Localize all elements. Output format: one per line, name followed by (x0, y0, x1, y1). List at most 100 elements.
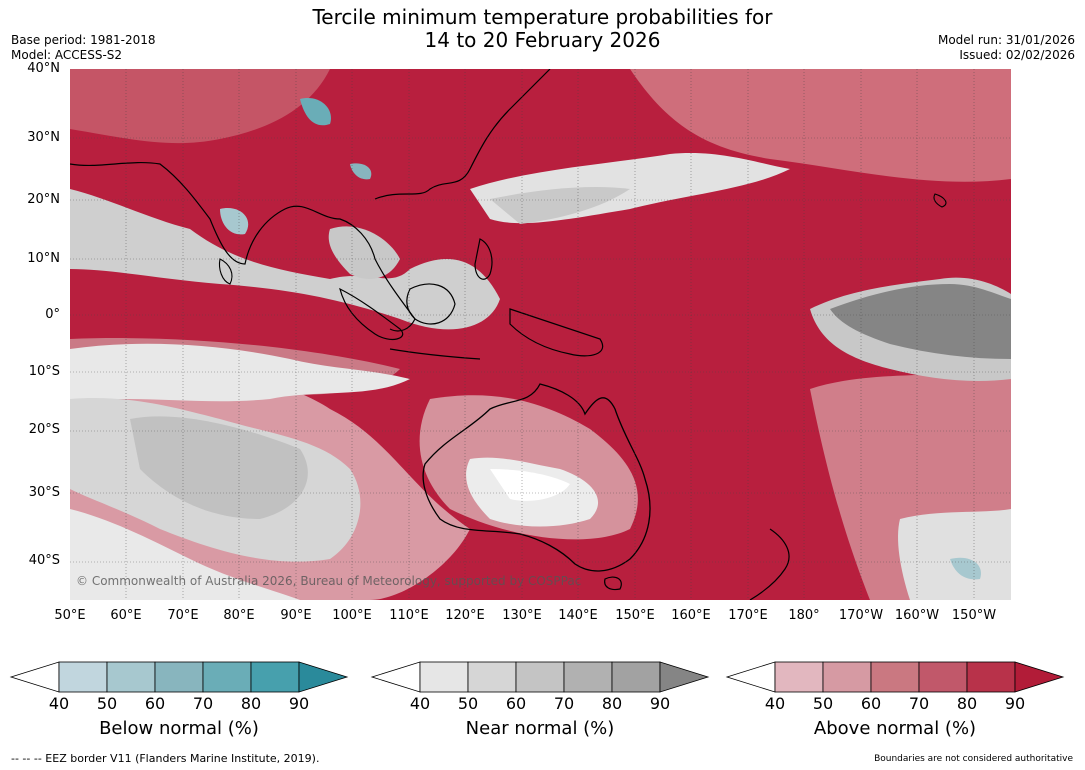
boundaries-disclaimer: Boundaries are not considered authoritat… (874, 754, 1073, 764)
lon-label: 130°E (502, 608, 542, 623)
lon-label: 50°E (54, 608, 86, 623)
lon-label: 140°E (558, 608, 598, 623)
lat-label: 40°S (28, 553, 60, 568)
colorbar-group (9, 661, 1065, 693)
hawaii-coastline (933, 193, 947, 208)
colorbar-tick: 80 (240, 694, 262, 713)
lat-label: 0° (45, 307, 60, 322)
near-normal-colorbar (370, 661, 710, 693)
above-normal-colorbar (725, 661, 1065, 693)
colorbar-segment (966, 661, 1016, 693)
colorbar-tick: 80 (956, 694, 978, 713)
colorbar-segment (515, 661, 565, 693)
colorbar-segment (58, 661, 108, 693)
lon-label: 180° (788, 608, 820, 623)
colorbar-tick: 60 (860, 694, 882, 713)
colorbar-segment (467, 661, 517, 693)
graticule (70, 69, 1011, 600)
near-normal-strong-region (830, 284, 1011, 359)
colorbar-tick: 50 (457, 694, 479, 713)
near-normal-region (130, 416, 308, 519)
colorbar-tick: 40 (48, 694, 70, 713)
lon-label: 170°W (838, 608, 884, 623)
colorbar-tick: 90 (1004, 694, 1026, 713)
colorbar-tick: 70 (553, 694, 575, 713)
lat-label: 20°S (28, 422, 60, 437)
colorbar-segment (9, 661, 60, 693)
tasmania-coastline (604, 576, 622, 591)
colorbar-tick: 70 (192, 694, 214, 713)
lat-label: 40°N (27, 61, 60, 76)
lat-label: 20°N (27, 192, 60, 207)
colorbar-tick: 70 (908, 694, 930, 713)
near-normal-region (328, 226, 400, 279)
below-normal-region (950, 557, 981, 580)
above-normal-region (630, 69, 1011, 182)
sumatra-coastline (339, 287, 404, 341)
colorbar-segment (419, 661, 469, 693)
colorbar-segment (1014, 661, 1065, 693)
near-normal-region (70, 189, 500, 330)
lon-label: 150°E (615, 608, 655, 623)
issued-date-text: Issued: 02/02/2026 (959, 48, 1075, 62)
colorbar-tick: 90 (288, 694, 310, 713)
colorbar-tick: 50 (812, 694, 834, 713)
lat-label: 30°S (28, 485, 60, 500)
colorbar-segment (370, 661, 421, 693)
colorbar-tick: 80 (601, 694, 623, 713)
colorbar-tick: 60 (505, 694, 527, 713)
lat-label: 10°N (27, 251, 60, 266)
new-guinea-coastline (509, 308, 604, 357)
lon-label: 170°E (728, 608, 768, 623)
borneo-coastline (406, 283, 456, 325)
lat-label: 30°N (27, 130, 60, 145)
java-coastline (389, 348, 481, 360)
lon-label: 150°W (951, 608, 997, 623)
map-title-line2: 14 to 20 February 2026 (424, 28, 661, 52)
colorbar-segment (725, 661, 776, 693)
colorbar-segment (563, 661, 613, 693)
colorbar-segment (774, 661, 824, 693)
colorbar-segment (611, 661, 661, 693)
eez-border-note: -- -- -- EEZ border V11 (Flanders Marine… (11, 752, 320, 765)
asia-coastline (70, 161, 416, 332)
colorbar-segment (106, 661, 156, 693)
near-normal-region (70, 343, 410, 402)
colorbar-segment (870, 661, 920, 693)
colorbar-segment (250, 661, 300, 693)
colorbar-segment (154, 661, 204, 693)
near-normal-region (70, 509, 300, 600)
australia-coastline (422, 383, 651, 572)
probability-map (70, 69, 1011, 600)
colorbar-tick: 50 (96, 694, 118, 713)
above-normal-region (70, 69, 330, 144)
base-period-text: Base period: 1981-2018 (11, 33, 156, 47)
new-zealand-coastline (749, 528, 790, 600)
lon-label: 100°E (332, 608, 372, 623)
colorbar-segment (918, 661, 968, 693)
lon-label: 160°E (671, 608, 711, 623)
below-normal-colorbar-title: Below normal (%) (99, 718, 259, 739)
philippines-coastline (474, 238, 493, 280)
colorbar-segment (298, 661, 349, 693)
copyright-notice: © Commonwealth of Australia 2026, Bureau… (76, 574, 582, 588)
map-title-line1: Tercile minimum temperature probabilitie… (312, 5, 773, 29)
colorbar-segment (202, 661, 252, 693)
colorbar-segment (659, 661, 710, 693)
lon-label: 110°E (389, 608, 429, 623)
model-run-text: Model run: 31/01/2026 (937, 33, 1075, 47)
near-normal-region (490, 187, 630, 224)
lon-label: 120°E (445, 608, 485, 623)
below-normal-region (300, 98, 331, 126)
below-normal-colorbar (9, 661, 349, 693)
near-normal-region (898, 509, 1011, 600)
colorbar-segment (822, 661, 872, 693)
below-normal-region (220, 208, 249, 235)
model-name-text: Model: ACCESS-S2 (11, 48, 123, 62)
colorbar-tick: 90 (649, 694, 671, 713)
lon-label: 60°E (110, 608, 142, 623)
lon-label: 70°E (167, 608, 199, 623)
lon-label: 160°W (894, 608, 940, 623)
colorbar-tick: 40 (409, 694, 431, 713)
sri-lanka-coastline (218, 258, 233, 285)
